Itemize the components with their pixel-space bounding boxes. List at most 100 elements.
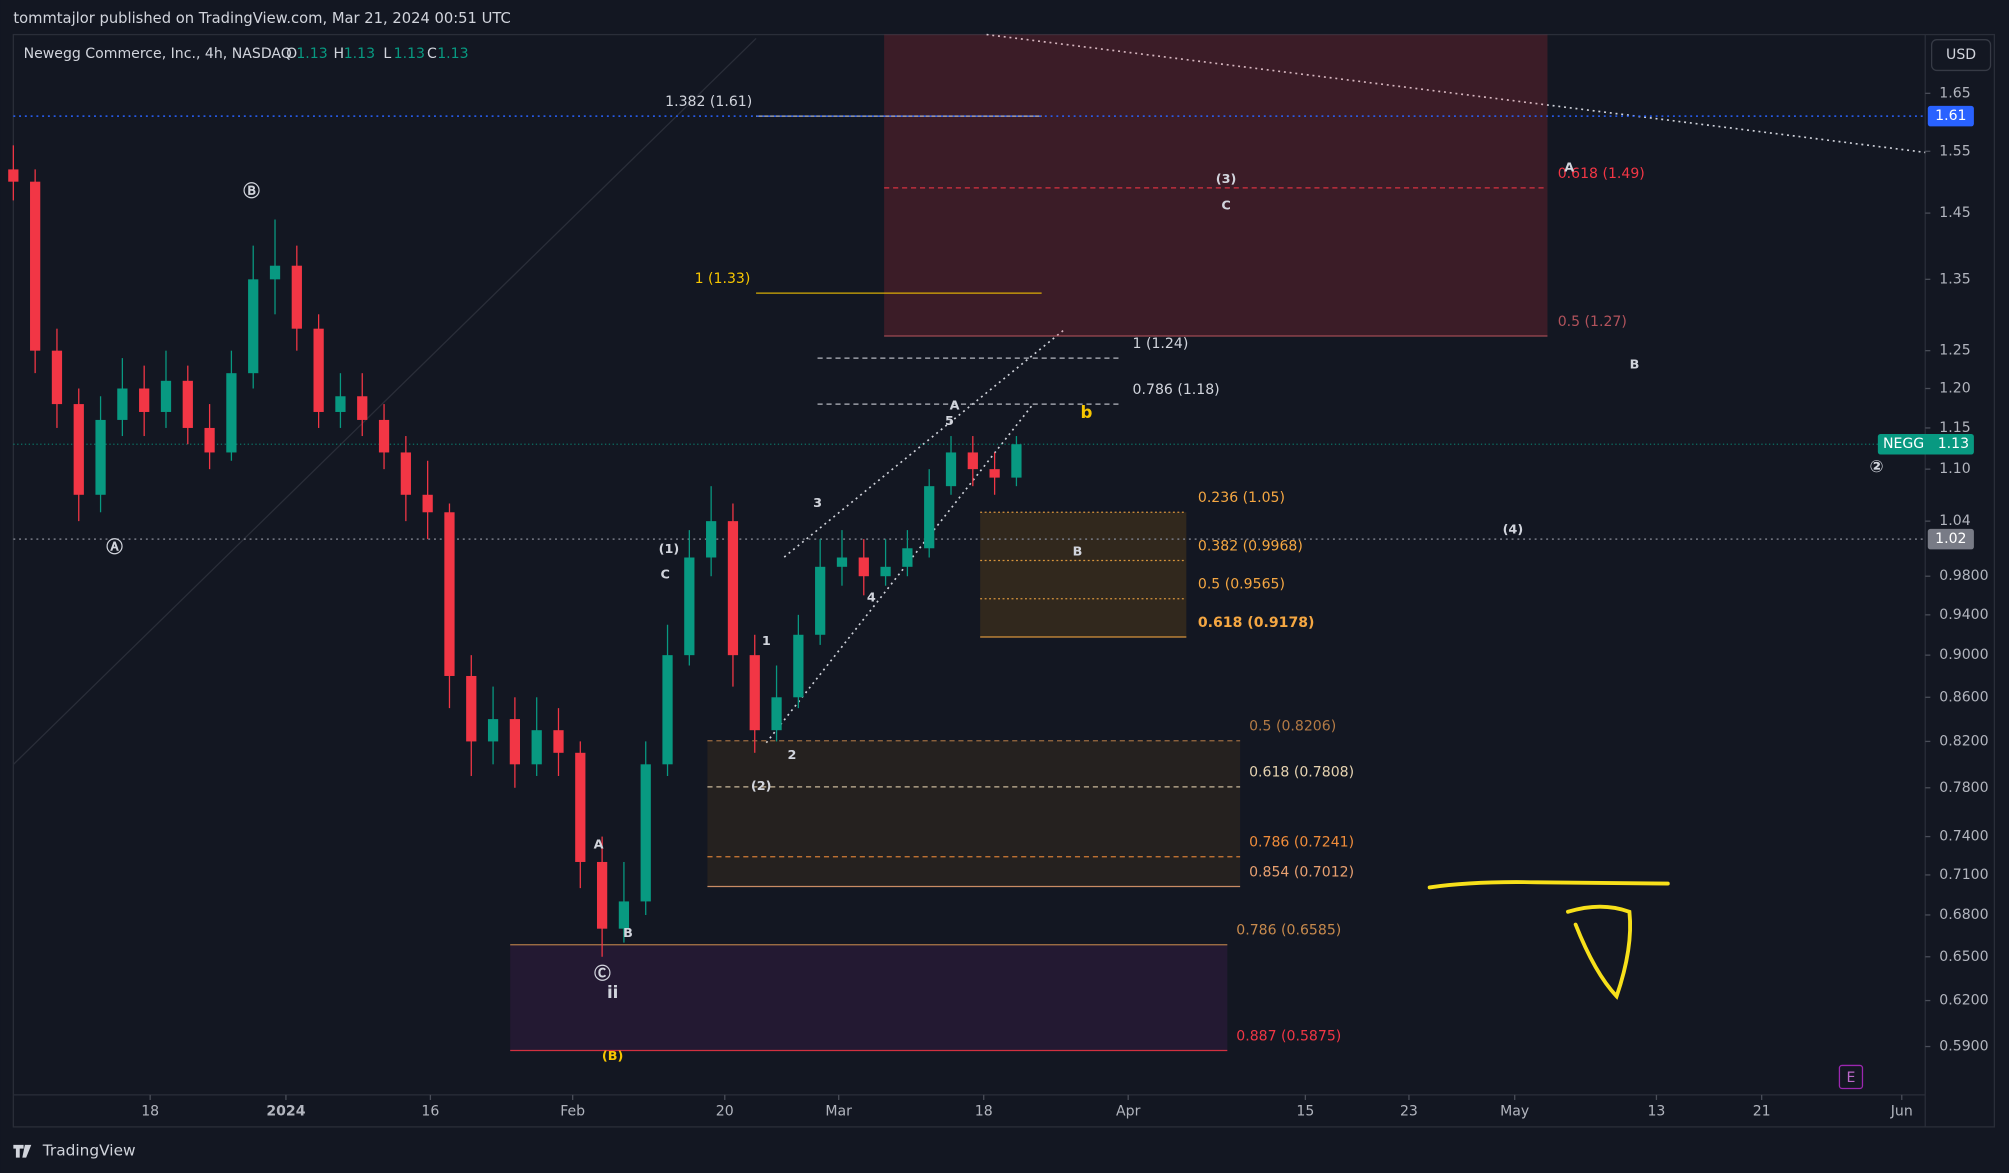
event-icon[interactable] <box>1838 1064 1864 1090</box>
candle-body <box>727 521 739 656</box>
wave-label: Ⓑ <box>243 181 260 201</box>
price-tag <box>1927 528 1974 550</box>
candle-body <box>684 557 695 656</box>
wave-label: A <box>950 398 960 413</box>
candle-body <box>226 373 237 453</box>
ohlc-value: 1.13 <box>344 46 375 62</box>
fib-label: 0.236 (1.05) <box>1198 490 1285 506</box>
fib-label: 1 (1.24) <box>1133 336 1189 352</box>
zone-box <box>707 740 1241 887</box>
fib-label: 0.618 (1.49) <box>1558 166 1645 182</box>
trend-line <box>12 37 757 765</box>
y-tick-label: 0.6200 <box>1939 993 1988 1009</box>
fib-label: 0.5 (0.9565) <box>1198 577 1285 593</box>
published-note: tommtajlor published on TradingView.com,… <box>13 10 510 27</box>
wave-label: 5 <box>945 414 954 429</box>
candle-body <box>422 494 433 513</box>
price-tag-label: 1.02 <box>1935 531 1966 547</box>
price-tag-label: 1.61 <box>1935 108 1966 124</box>
drawings <box>12 33 1926 1000</box>
ohlc-value: 1.13 <box>296 46 327 62</box>
candle-body <box>487 719 499 742</box>
trend-line <box>986 33 1926 154</box>
wave-label: (B) <box>602 1049 623 1064</box>
y-tick-label: 0.9800 <box>1939 568 1988 584</box>
wave-label: B <box>623 926 633 941</box>
candle-body <box>815 566 826 635</box>
x-tick-label: Feb <box>560 1104 585 1120</box>
wave-label: Ⓐ <box>106 537 123 557</box>
candle-body <box>117 388 128 420</box>
zone-box <box>980 512 1187 637</box>
wave-label: 2 <box>787 748 796 763</box>
x-tick-label: 16 <box>421 1104 439 1120</box>
wave-label: 4 <box>867 591 876 606</box>
candle-body <box>836 557 848 567</box>
y-tick-label: 0.8600 <box>1939 689 1988 705</box>
y-tick-label: 1.20 <box>1939 381 1970 397</box>
x-tick-label: Jun <box>1890 1104 1913 1120</box>
candle-body <box>313 328 324 412</box>
candle-body <box>989 469 1000 478</box>
wave-label: (1) <box>659 542 680 557</box>
currency-label[interactable]: USD <box>1946 47 1976 63</box>
y-tick-label: 1.65 <box>1939 85 1970 101</box>
candle-body <box>466 675 477 742</box>
currency-button[interactable] <box>1930 39 1992 72</box>
y-tick-label: 0.6500 <box>1939 949 1988 965</box>
candle-body <box>182 380 193 428</box>
candle-body <box>160 380 172 412</box>
wave-label: b <box>1081 403 1093 422</box>
candle-body <box>378 419 390 453</box>
fib-label: 1.382 (1.61) <box>665 94 752 110</box>
y-tick-label: 0.9000 <box>1939 647 1988 663</box>
fib-label: 0.618 (0.7808) <box>1249 765 1354 781</box>
candle-body <box>1011 444 1022 478</box>
y-tick-label: 1.55 <box>1939 143 1970 159</box>
x-tick-label: 15 <box>1296 1104 1314 1120</box>
hand-drawing <box>1427 880 1670 890</box>
candle-body <box>357 396 368 420</box>
brand-logo <box>13 1144 32 1158</box>
x-tick-label: 23 <box>1400 1104 1418 1120</box>
fib-label: 0.618 (0.9178) <box>1198 615 1315 631</box>
candle-body <box>51 350 63 405</box>
event-label[interactable]: E <box>1847 1070 1856 1086</box>
fib-label: 0.786 (0.6585) <box>1236 923 1341 939</box>
ohlc-value: 1.13 <box>394 46 425 62</box>
candle-body <box>967 452 978 470</box>
x-tick-label: 20 <box>716 1104 734 1120</box>
candle-body <box>596 861 608 929</box>
candle-body <box>531 730 542 765</box>
symbol-info: Newegg Commerce, Inc., 4h, NASDAQ <box>24 46 292 62</box>
y-tick-label: 0.5900 <box>1939 1039 1988 1055</box>
brand-name: TradingView <box>42 1142 136 1160</box>
y-tick-label: 0.9400 <box>1939 607 1988 623</box>
wedge-line <box>765 404 1034 744</box>
fib-label: 0.887 (0.5875) <box>1236 1028 1341 1044</box>
candle-body <box>139 388 150 412</box>
candle-body <box>662 655 673 765</box>
fib-label: 0.786 (1.18) <box>1133 382 1220 398</box>
candle-body <box>444 512 455 676</box>
fib-label: 0.854 (0.7012) <box>1249 864 1354 880</box>
candle-body <box>291 265 302 329</box>
y-tick-label: 0.7800 <box>1939 780 1988 796</box>
fib-label: 0.5 (0.8206) <box>1249 719 1336 735</box>
last-price-value: 1.13 <box>1938 436 1969 452</box>
wave-label: C <box>1221 199 1230 214</box>
last-price-name: NEGG <box>1883 436 1924 452</box>
candle-body <box>204 427 215 453</box>
wave-label: B <box>1630 357 1640 372</box>
ohlc-label: L <box>383 46 391 62</box>
candle-body <box>618 901 630 929</box>
ohlc-value: 1.13 <box>437 46 468 62</box>
candle-body <box>858 557 869 577</box>
y-tick-label: 1.04 <box>1939 513 1970 529</box>
candle-body <box>73 404 84 495</box>
x-tick-label: 13 <box>1647 1104 1665 1120</box>
price-tag <box>1927 105 1974 127</box>
y-tick-label: 1.10 <box>1939 461 1970 477</box>
x-tick-label: May <box>1500 1104 1529 1120</box>
candle-body <box>945 452 957 487</box>
